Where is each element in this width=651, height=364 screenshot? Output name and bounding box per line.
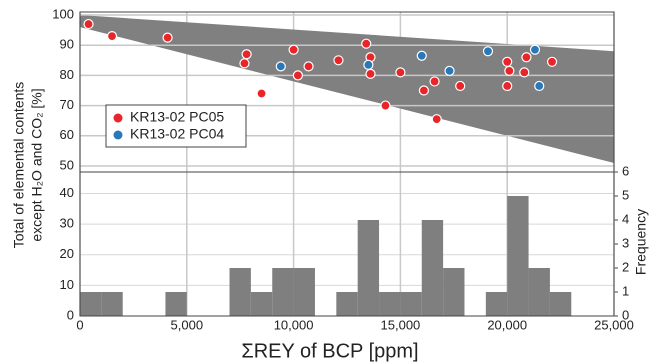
point [416, 50, 427, 61]
legend-label: KR13-02 PC05 [130, 109, 224, 125]
y2-axis-label: Frequency [633, 209, 649, 275]
y2-tick-label: 3 [622, 235, 629, 250]
point [521, 52, 532, 63]
point [455, 80, 466, 92]
bar [528, 268, 550, 316]
y2-tick-label: 1 [622, 283, 629, 298]
point [504, 65, 515, 76]
bar [80, 292, 102, 316]
point [365, 68, 376, 79]
point [241, 49, 252, 60]
point [380, 100, 391, 111]
y-tick-label: 10 [60, 277, 74, 292]
point [395, 67, 406, 78]
point [239, 58, 250, 69]
point [534, 80, 545, 92]
bar [421, 220, 444, 316]
bar [272, 268, 294, 316]
bar [549, 292, 572, 316]
bar [357, 220, 380, 316]
bar [379, 292, 401, 316]
point [303, 61, 314, 72]
point [502, 56, 513, 67]
bar [400, 292, 422, 316]
point [361, 38, 372, 49]
y2-tick-label: 6 [622, 163, 629, 178]
y2-tick-label: 5 [622, 187, 629, 202]
point [519, 67, 530, 78]
point [288, 44, 299, 55]
x-tick-label: 10,000 [274, 317, 314, 332]
x-tick-label: 0 [76, 317, 83, 332]
y-tick-label: 90 [60, 37, 74, 52]
bar [336, 292, 358, 316]
point [363, 59, 374, 70]
point [162, 32, 173, 43]
x-tick-label: 5,000 [171, 317, 204, 332]
y-tick-label: 100 [52, 6, 74, 21]
bar [443, 268, 465, 316]
y-tick-label: 30 [60, 216, 74, 231]
point [292, 70, 303, 81]
point [106, 31, 118, 42]
x-tick-label: 25,000 [594, 317, 634, 332]
y-tick-label: 70 [60, 97, 74, 112]
legend-label: KR13-02 PC04 [130, 126, 224, 142]
legend-marker [113, 113, 123, 123]
y-tick-label: 20 [60, 246, 74, 261]
bar [165, 292, 187, 316]
point [429, 76, 440, 87]
y-tick-label: 50 [60, 157, 74, 172]
plot-frame [79, 11, 615, 317]
band [80, 15, 614, 163]
x-axis-label: ΣREY of BCP [ppm] [241, 340, 418, 362]
bar [507, 196, 529, 316]
point [546, 56, 558, 67]
y-tick-label: 60 [60, 127, 74, 142]
bar [250, 292, 273, 316]
point [418, 85, 429, 96]
point [83, 18, 94, 30]
point [256, 88, 267, 99]
point [333, 55, 344, 66]
y2-tick-label: 0 [622, 307, 629, 322]
bar [485, 292, 508, 316]
point [444, 65, 455, 76]
point [529, 44, 541, 55]
legend-marker [113, 130, 123, 140]
y-tick-label: 40 [60, 185, 74, 200]
bar [229, 268, 251, 316]
y2-tick-label: 4 [622, 211, 629, 226]
legend-box [105, 104, 247, 148]
bar [101, 292, 123, 316]
y-axis-label: except H₂O and CO₂ [%] [29, 88, 45, 241]
point [502, 80, 513, 92]
y-tick-label: 0 [67, 307, 74, 322]
x-tick-label: 15,000 [381, 317, 421, 332]
point [482, 46, 494, 57]
x-tick-label: 20,000 [487, 317, 527, 332]
y-tick-label: 80 [60, 67, 74, 82]
y-axis-label: Total of elemental contents [11, 82, 27, 249]
point [275, 61, 286, 72]
point [431, 114, 442, 125]
y2-tick-label: 2 [622, 259, 629, 274]
bar [293, 268, 315, 316]
